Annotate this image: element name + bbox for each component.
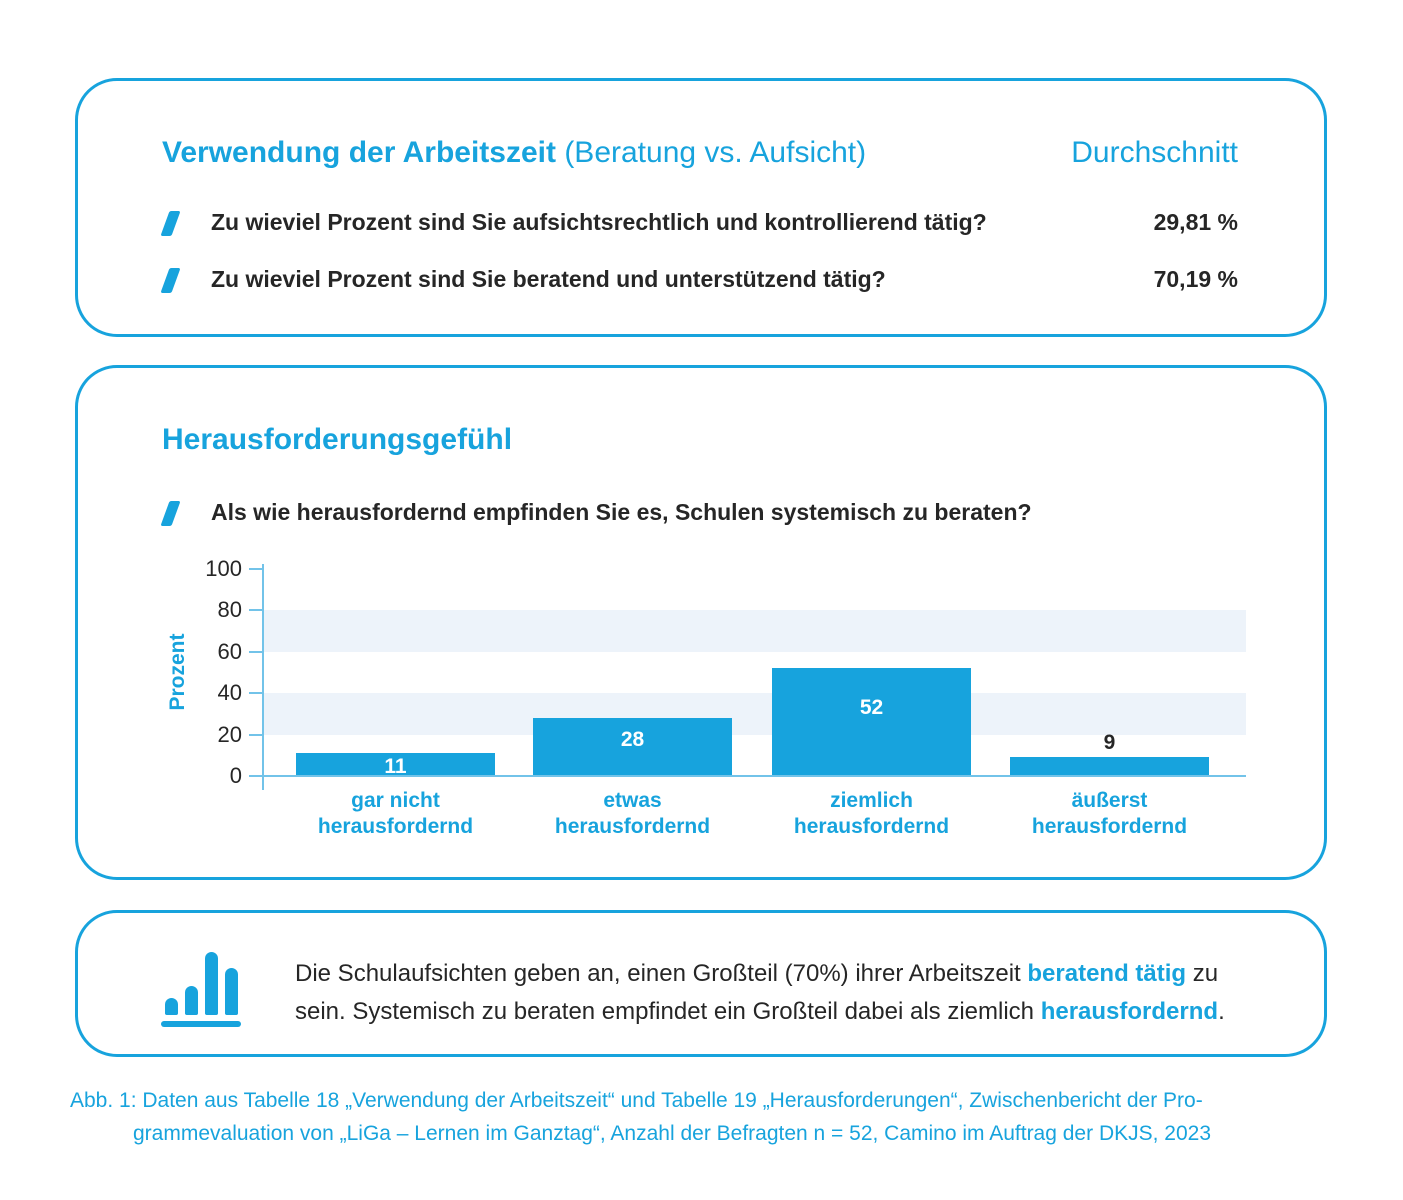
chart-band [262,610,1246,652]
chart-band [262,693,1246,735]
bar-value-label: 28 [620,728,645,752]
x-axis-line [262,775,1246,777]
slash-bullet-icon [160,211,181,236]
y-axis-tick [249,568,262,570]
worktime-card-title-sub: (Beratung vs. Aufsicht) [555,136,867,169]
y-axis-tick [249,650,262,653]
caption-line: grammevaluation von „LiGa – Lernen im Ga… [133,1122,1212,1145]
worktime-average-value: 70,19 % [1153,266,1238,292]
summary-segment: zu [1186,960,1219,987]
bar-chart: 0 20 40 60 80 100 11 gar nicht herausfordernd 28… [78,368,1330,883]
summary-highlight: beratend tätig [1027,960,1187,987]
bar-value-label: 52 [859,696,884,720]
y-axis-tick [249,775,262,777]
summary-line: Die Schulaufsichten geben an, einen Groß… [295,955,1225,993]
y-axis-tick-label: 60 [217,638,242,664]
bar-chart-icon-bar [185,986,198,1015]
bar-chart-icon-baseline [161,1021,241,1027]
bar [1010,757,1209,776]
x-category-label: etwas herausfordernd [554,789,711,838]
summary-highlight: herausfordernd [1040,998,1219,1025]
challenge-feeling-card: Herausforderungsgefühl Als wie herausfor… [75,365,1327,880]
average-column-header: Durchschnitt [1071,136,1238,169]
y-axis-tick-label: 0 [229,763,242,788]
y-axis-tick-label: 80 [217,597,242,623]
worktime-card-title-main: Verwendung der Arbeitszeit [162,136,556,169]
bar [772,668,971,776]
figure-caption: Abb. 1: Daten aus Tabelle 18 „Verwendung… [70,1084,1211,1150]
summary-segment: sein. Systemisch zu beraten empfindet ei… [295,998,1041,1025]
y-axis-tick-label: 40 [217,680,242,706]
bar [296,753,495,776]
bar-chart-icon-bar [205,952,218,1015]
challenge-card-title: Herausforderungsgefühl [162,423,513,456]
summary-line: sein. Systemisch zu beraten empfindet ei… [295,993,1225,1031]
bar [533,718,732,776]
bar-chart-icon [161,948,241,1028]
caption-line: Abb. 1: Daten aus Tabelle 18 „Verwendung… [70,1089,1203,1112]
slash-bullet-icon [160,268,181,293]
summary-card: Die Schulaufsichten geben an, einen Groß… [75,910,1327,1057]
y-axis-line [262,564,264,790]
y-axis-title: Prozent [166,633,189,711]
worktime-usage-card: Verwendung der Arbeitszeit (Beratung vs.… [75,78,1327,337]
y-axis-tick-label: 20 [217,721,242,747]
y-axis-tick [249,733,262,736]
x-category-label: äußerst herausfordernd [1031,789,1188,838]
x-category-label: gar nicht herausfordernd [317,789,474,838]
bar-chart-icon-bar [225,968,238,1015]
challenge-question: Als wie herausfordernd empfinden Sie es,… [211,499,1032,525]
summary-text: Die Schulaufsichten geben an, einen Groß… [295,955,1225,1031]
bar-chart-icon-bar [165,998,178,1015]
worktime-average-value: 29,81 % [1153,209,1238,235]
worktime-card-title: Verwendung der Arbeitszeit (Beratung vs.… [162,135,866,171]
y-axis-tick-label: 100 [205,556,242,581]
y-axis-tick [249,692,262,695]
y-axis-tick [249,609,262,612]
summary-segment: . [1218,998,1225,1025]
summary-segment: Die Schulaufsichten geben an, einen Groß… [295,960,1028,987]
x-category-label: ziemlich herausfordernd [793,789,950,838]
worktime-question: Zu wieviel Prozent sind Sie beratend und… [211,266,886,292]
worktime-question: Zu wieviel Prozent sind Sie aufsichtsrec… [211,209,987,235]
bar-value-label: 11 [384,755,407,779]
bar-value-label: 9 [1103,731,1116,755]
